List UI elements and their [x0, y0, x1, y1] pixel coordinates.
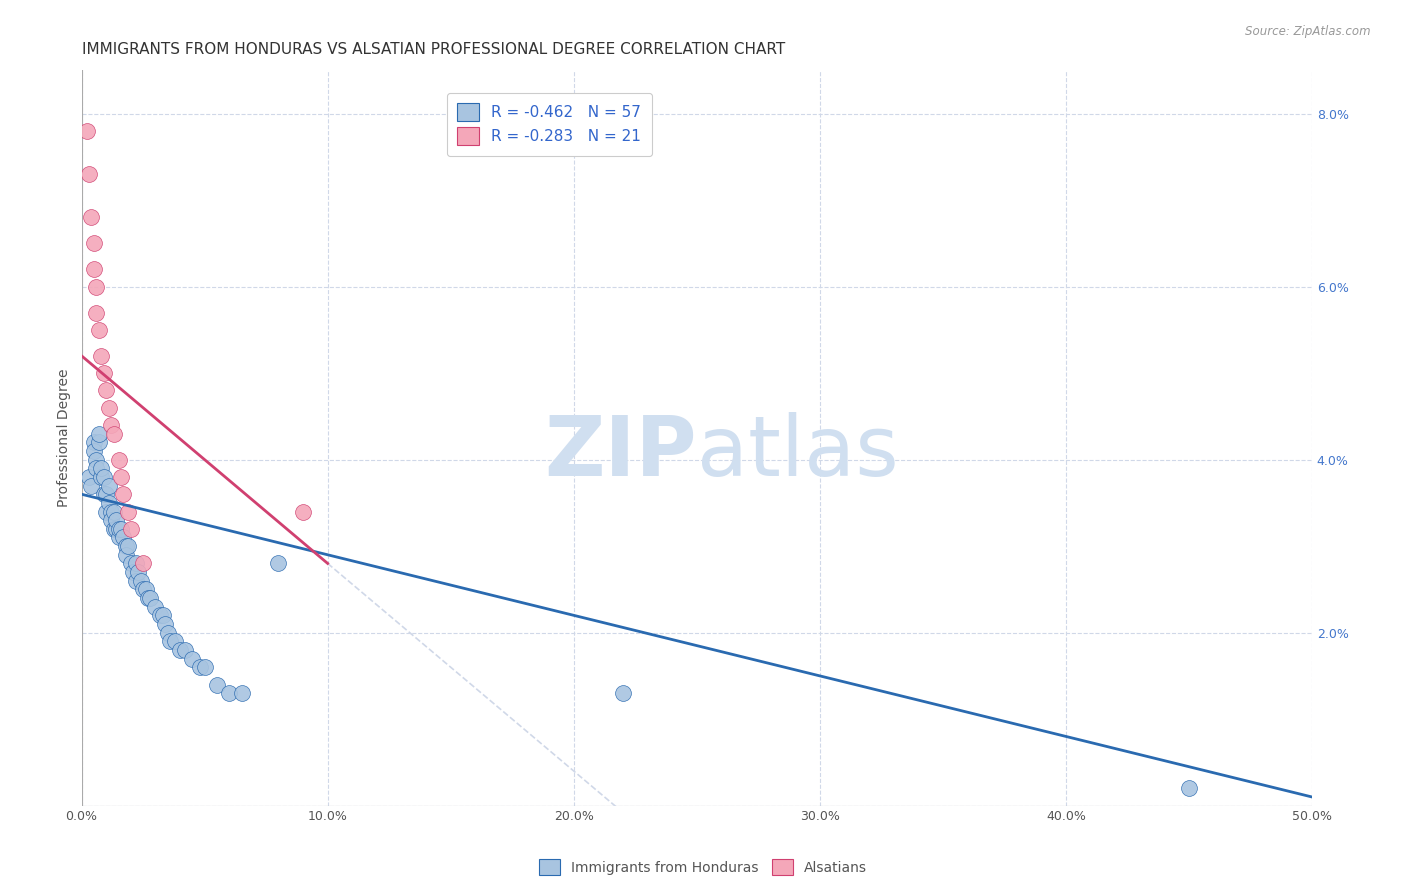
- Point: [267, 557, 290, 571]
- Point: [127, 565, 149, 579]
- Point: [115, 548, 138, 562]
- Point: [129, 574, 152, 588]
- Point: [86, 461, 108, 475]
- Point: [86, 305, 108, 319]
- Point: [174, 643, 197, 657]
- Point: [188, 660, 211, 674]
- Text: IMMIGRANTS FROM HONDURAS VS ALSATIAN PROFESSIONAL DEGREE CORRELATION CHART: IMMIGRANTS FROM HONDURAS VS ALSATIAN PRO…: [82, 42, 785, 57]
- Point: [136, 591, 159, 605]
- Text: ZIP: ZIP: [544, 412, 697, 493]
- Point: [1178, 781, 1201, 796]
- Point: [145, 599, 167, 614]
- Point: [83, 435, 105, 450]
- Point: [90, 461, 112, 475]
- Point: [96, 504, 118, 518]
- Point: [103, 426, 125, 441]
- Point: [83, 262, 105, 277]
- Point: [149, 608, 172, 623]
- Point: [132, 582, 155, 597]
- Point: [107, 522, 129, 536]
- Point: [139, 591, 162, 605]
- Point: [112, 487, 135, 501]
- Point: [105, 513, 128, 527]
- Point: [90, 349, 112, 363]
- Point: [155, 617, 177, 632]
- Point: [152, 608, 174, 623]
- Point: [117, 539, 139, 553]
- Point: [87, 323, 110, 337]
- Point: [122, 565, 145, 579]
- Text: Source: ZipAtlas.com: Source: ZipAtlas.com: [1246, 25, 1371, 38]
- Point: [100, 504, 122, 518]
- Point: [159, 634, 181, 648]
- Point: [105, 522, 128, 536]
- Point: [218, 686, 240, 700]
- Point: [117, 504, 139, 518]
- Point: [205, 677, 228, 691]
- Point: [87, 435, 110, 450]
- Point: [93, 470, 115, 484]
- Point: [76, 124, 98, 138]
- Point: [107, 531, 129, 545]
- Point: [156, 625, 179, 640]
- Point: [77, 470, 100, 484]
- Point: [83, 236, 105, 251]
- Point: [110, 522, 132, 536]
- Point: [120, 557, 142, 571]
- Point: [112, 531, 135, 545]
- Point: [80, 211, 103, 225]
- Point: [612, 686, 634, 700]
- Point: [125, 557, 148, 571]
- Point: [135, 582, 157, 597]
- Point: [96, 487, 118, 501]
- Point: [97, 401, 120, 415]
- Point: [120, 522, 142, 536]
- Point: [100, 418, 122, 433]
- Point: [132, 557, 155, 571]
- Point: [96, 384, 118, 398]
- Point: [181, 651, 204, 665]
- Point: [125, 574, 148, 588]
- Point: [115, 539, 138, 553]
- Point: [90, 470, 112, 484]
- Point: [107, 452, 129, 467]
- Point: [231, 686, 253, 700]
- Point: [77, 167, 100, 181]
- Point: [100, 513, 122, 527]
- Legend: Immigrants from Honduras, Alsatians: Immigrants from Honduras, Alsatians: [533, 854, 873, 880]
- Point: [86, 279, 108, 293]
- Point: [110, 470, 132, 484]
- Point: [292, 504, 315, 518]
- Y-axis label: Professional Degree: Professional Degree: [58, 368, 72, 508]
- Point: [103, 522, 125, 536]
- Point: [86, 452, 108, 467]
- Point: [169, 643, 191, 657]
- Point: [93, 366, 115, 380]
- Text: atlas: atlas: [697, 412, 898, 493]
- Point: [87, 426, 110, 441]
- Point: [93, 487, 115, 501]
- Point: [194, 660, 217, 674]
- Point: [97, 478, 120, 492]
- Point: [80, 478, 103, 492]
- Legend: R = -0.462   N = 57, R = -0.283   N = 21: R = -0.462 N = 57, R = -0.283 N = 21: [447, 93, 651, 155]
- Point: [97, 496, 120, 510]
- Point: [83, 444, 105, 458]
- Point: [103, 504, 125, 518]
- Point: [165, 634, 187, 648]
